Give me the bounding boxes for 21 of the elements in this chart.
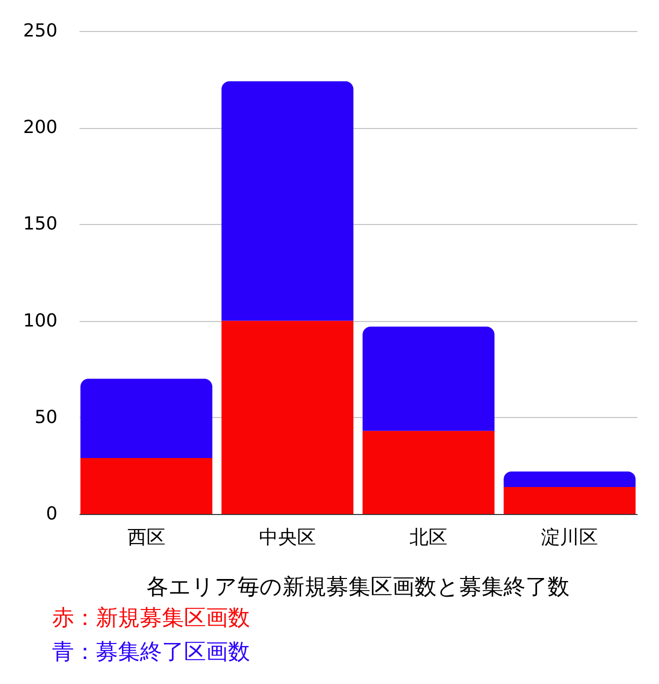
y-tick-label: 250 xyxy=(23,20,58,42)
x-tick-label: 淀川区 xyxy=(541,526,598,548)
bar xyxy=(222,81,354,321)
bar xyxy=(80,378,212,458)
bar xyxy=(362,326,494,431)
y-tick-label: 0 xyxy=(46,504,58,524)
bar xyxy=(504,486,636,514)
bar xyxy=(222,320,354,514)
y-tick-label: 200 xyxy=(23,117,58,138)
x-tick-label: 中央区 xyxy=(258,526,316,548)
x-tick-label: 北区 xyxy=(410,526,448,548)
text: 赤：新規募集区画数 xyxy=(52,605,251,633)
y-tick-label: 50 xyxy=(34,406,58,428)
bar xyxy=(80,458,212,514)
bar xyxy=(504,471,636,487)
x-tick-label: 西区 xyxy=(127,526,166,548)
text: 青：募集終了区画数 xyxy=(52,639,251,667)
y-tick-label: 150 xyxy=(23,214,58,235)
bar xyxy=(362,430,494,514)
text: 各エリア毎の新規募集区画数と募集終了数 xyxy=(146,575,570,600)
y-tick-label: 100 xyxy=(23,310,58,332)
